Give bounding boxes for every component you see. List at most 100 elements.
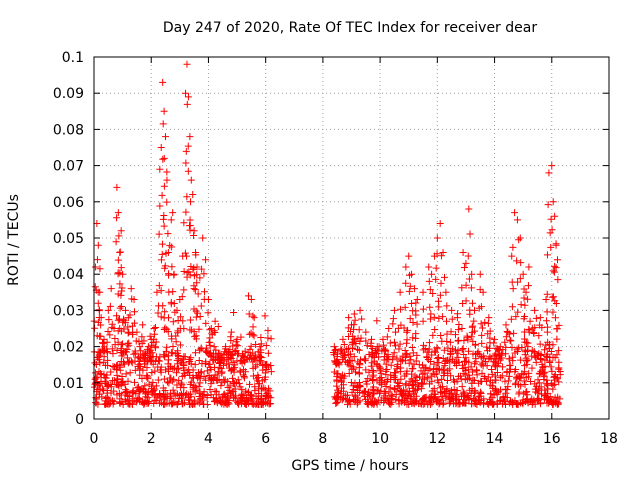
data-point	[447, 328, 455, 336]
data-point	[138, 339, 146, 347]
data-point	[178, 381, 186, 389]
data-point	[434, 376, 442, 384]
data-point	[172, 338, 180, 346]
data-point	[183, 252, 191, 260]
data-point	[489, 400, 497, 408]
data-point	[186, 371, 194, 379]
data-point	[520, 285, 528, 293]
data-point	[431, 325, 439, 333]
data-point	[465, 275, 473, 283]
data-point	[464, 252, 472, 260]
data-point	[165, 399, 173, 407]
data-point	[505, 355, 513, 363]
data-point	[533, 396, 541, 404]
data-point	[543, 376, 551, 384]
data-point	[173, 306, 181, 314]
data-point	[524, 347, 532, 355]
data-point	[513, 257, 521, 265]
data-point	[412, 386, 420, 394]
data-point	[409, 334, 417, 342]
data-point	[253, 361, 261, 369]
data-point	[117, 291, 125, 299]
data-point	[448, 306, 456, 314]
data-point	[408, 381, 416, 389]
data-point	[180, 219, 188, 227]
data-point	[555, 378, 563, 386]
data-point	[551, 354, 559, 362]
data-point	[120, 360, 128, 368]
data-point	[373, 317, 381, 325]
data-point	[332, 399, 340, 407]
data-point	[186, 316, 194, 324]
data-point	[255, 357, 263, 365]
data-point	[408, 270, 416, 278]
data-point	[194, 374, 202, 382]
data-point	[207, 349, 215, 357]
data-point	[250, 354, 258, 362]
data-point	[550, 373, 558, 381]
data-point	[169, 342, 177, 350]
data-point	[334, 386, 342, 394]
data-point	[230, 368, 238, 376]
data-point	[502, 343, 510, 351]
data-point	[186, 221, 194, 229]
data-point	[261, 386, 269, 394]
data-point	[383, 333, 391, 341]
data-point	[521, 381, 529, 389]
data-point	[446, 338, 454, 346]
data-point	[257, 349, 265, 357]
data-point	[491, 350, 499, 358]
data-point	[136, 357, 144, 365]
points-layer	[90, 60, 564, 409]
data-point	[257, 333, 265, 341]
data-point	[212, 394, 220, 402]
data-point	[202, 376, 210, 384]
data-point	[447, 398, 455, 406]
data-point	[130, 296, 138, 304]
data-point	[488, 370, 496, 378]
data-point	[161, 264, 169, 272]
data-point	[333, 376, 341, 384]
data-point	[202, 344, 210, 352]
data-point	[215, 360, 223, 368]
data-point	[122, 370, 130, 378]
data-point	[397, 305, 405, 313]
data-point	[387, 371, 395, 379]
data-point	[261, 361, 269, 369]
data-point	[357, 334, 365, 342]
data-point	[356, 306, 364, 314]
data-point	[158, 191, 166, 199]
data-point	[224, 383, 232, 391]
data-point	[254, 395, 262, 403]
data-point	[187, 263, 195, 271]
data-point	[479, 288, 487, 296]
data-point	[408, 344, 416, 352]
data-point	[193, 387, 201, 395]
data-point	[185, 268, 193, 276]
data-point	[403, 387, 411, 395]
data-point	[437, 332, 445, 340]
data-point	[170, 299, 178, 307]
data-point	[460, 399, 468, 407]
y-tick-label: 0.09	[53, 86, 84, 102]
data-point	[408, 365, 416, 373]
data-point	[217, 382, 225, 390]
data-point	[483, 399, 491, 407]
data-point	[554, 276, 562, 284]
data-point	[543, 381, 551, 389]
data-point	[223, 400, 231, 408]
data-point	[451, 346, 459, 354]
data-point	[117, 391, 125, 399]
data-point	[193, 279, 201, 287]
data-point	[207, 391, 215, 399]
data-point	[143, 373, 151, 381]
data-point	[152, 338, 160, 346]
data-point	[245, 310, 253, 318]
data-point	[203, 347, 211, 355]
data-point	[427, 310, 435, 318]
data-point	[163, 325, 171, 333]
data-point	[389, 315, 397, 323]
data-point	[145, 398, 153, 406]
data-point	[162, 133, 170, 141]
